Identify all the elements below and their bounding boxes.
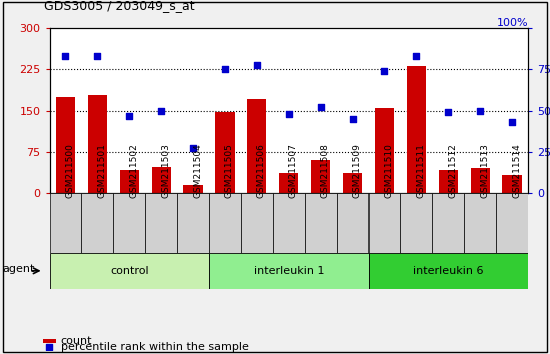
Bar (209, 253, 368, 289)
Point (189, 145, 197, 151)
Text: interleukin 6: interleukin 6 (413, 266, 483, 276)
Text: GDS3005 / 203049_s_at: GDS3005 / 203049_s_at (44, 0, 195, 12)
Point (221, 67, 229, 72)
Text: GSM211504: GSM211504 (193, 143, 202, 198)
Text: GSM211506: GSM211506 (257, 143, 266, 198)
Bar (311, 160, 330, 193)
Bar (43, 339, 56, 343)
Bar (113, 193, 145, 253)
Text: GSM211505: GSM211505 (225, 143, 234, 198)
Bar (120, 170, 139, 193)
Bar (184, 185, 202, 193)
Bar (81, 193, 113, 253)
Text: GSM211501: GSM211501 (97, 143, 106, 198)
Text: count: count (60, 336, 92, 346)
Bar (209, 193, 241, 253)
Point (348, 116, 357, 122)
Text: percentile rank within the sample: percentile rank within the sample (60, 342, 249, 352)
Text: GSM211503: GSM211503 (161, 143, 170, 198)
Bar (177, 193, 209, 253)
Bar (337, 193, 368, 253)
Text: GSM211511: GSM211511 (416, 143, 425, 198)
Text: GSM211512: GSM211512 (448, 143, 457, 198)
Bar (496, 193, 528, 253)
Bar (368, 193, 400, 253)
Bar (432, 193, 464, 253)
Point (284, 111, 293, 117)
Point (380, 68, 389, 74)
Point (508, 119, 516, 125)
Bar (279, 173, 298, 193)
Bar (50, 253, 209, 289)
Bar (368, 253, 528, 289)
Text: GSM211508: GSM211508 (321, 143, 329, 198)
Point (412, 53, 421, 59)
Text: GSM211502: GSM211502 (129, 143, 138, 198)
Text: control: control (110, 266, 148, 276)
Bar (471, 168, 490, 193)
Bar (464, 193, 496, 253)
Point (316, 104, 325, 110)
Text: 100%: 100% (496, 18, 528, 28)
Text: GSM211513: GSM211513 (480, 143, 489, 198)
Bar (273, 193, 305, 253)
Point (93, 53, 102, 59)
Bar (375, 108, 394, 193)
Text: GSM211514: GSM211514 (512, 143, 521, 198)
Point (252, 62, 261, 67)
Text: GSM211510: GSM211510 (384, 143, 393, 198)
Bar (248, 98, 266, 193)
Bar (439, 170, 458, 193)
Point (444, 109, 453, 115)
Point (157, 108, 166, 114)
Text: GSM211500: GSM211500 (65, 143, 74, 198)
Bar (305, 193, 337, 253)
Bar (88, 95, 107, 193)
Bar (503, 175, 521, 193)
Text: agent: agent (3, 264, 35, 274)
Point (476, 108, 485, 114)
Bar (145, 193, 177, 253)
Text: GSM211507: GSM211507 (289, 143, 298, 198)
Text: interleukin 1: interleukin 1 (254, 266, 324, 276)
Bar (343, 173, 362, 193)
Bar (56, 97, 75, 193)
Bar (152, 167, 170, 193)
Point (125, 113, 134, 118)
Bar (216, 112, 234, 193)
Bar (407, 65, 426, 193)
Bar (241, 193, 273, 253)
Point (45, 344, 54, 350)
Point (61, 53, 70, 59)
Text: GSM211509: GSM211509 (353, 143, 361, 198)
Bar (50, 193, 81, 253)
Bar (400, 193, 432, 253)
